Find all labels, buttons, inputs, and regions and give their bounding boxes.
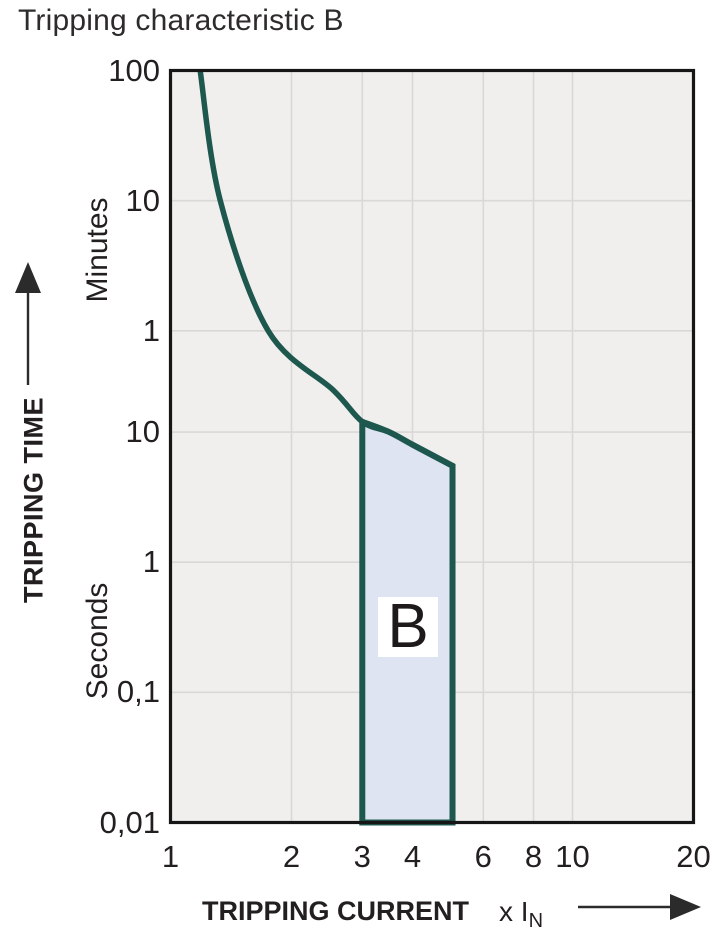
y-tick-label: 1 bbox=[142, 544, 160, 580]
y-axis-title: TRIPPING TIME bbox=[18, 396, 49, 604]
y-tick-label: 0,01 bbox=[99, 804, 160, 840]
x-axis-arrowhead-icon bbox=[670, 894, 701, 920]
x-axis-unit-subscript: N bbox=[528, 910, 544, 932]
x-axis-title: TRIPPING CURRENT bbox=[202, 896, 470, 926]
y-axis-arrowhead-icon bbox=[15, 262, 41, 293]
y-tick-label: 100 bbox=[108, 52, 160, 88]
y-tick-label: 10 bbox=[125, 182, 160, 218]
x-tick-label: 6 bbox=[474, 839, 492, 874]
x-tick-label: 8 bbox=[524, 839, 543, 874]
x-tick-label: 3 bbox=[353, 839, 371, 874]
y-tick-label: 1 bbox=[142, 312, 160, 348]
y-tick-label: 0,1 bbox=[116, 674, 160, 710]
x-tick-label: 4 bbox=[403, 839, 422, 874]
x-tick-label: 20 bbox=[676, 839, 711, 874]
y-tick-label: 10 bbox=[125, 414, 160, 450]
plot-frame bbox=[168, 68, 696, 825]
x-tick-label: 1 bbox=[161, 839, 180, 874]
x-axis-unit-prefix: x I bbox=[499, 896, 529, 927]
x-tick-label: 2 bbox=[282, 839, 301, 874]
chart-title: Tripping characteristic B bbox=[18, 4, 344, 37]
band-label-box: B bbox=[378, 592, 438, 661]
x-axis-unit: x IN bbox=[499, 896, 543, 933]
tripping-curve bbox=[197, 70, 456, 823]
x-tick-label: 10 bbox=[555, 839, 590, 874]
band-label: B bbox=[387, 592, 429, 661]
